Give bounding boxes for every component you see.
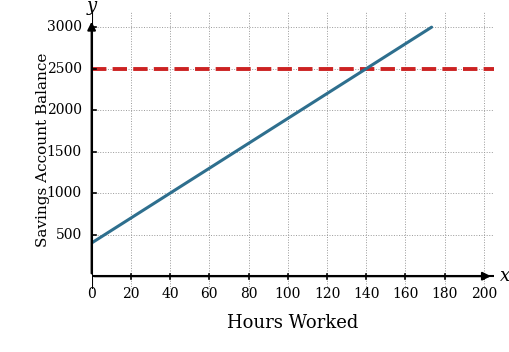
Text: 140: 140 [353,287,380,301]
Text: 1000: 1000 [47,186,82,200]
Y-axis label: Savings Account Balance: Savings Account Balance [36,52,50,247]
Text: 20: 20 [122,287,139,301]
X-axis label: Hours Worked: Hours Worked [227,314,358,332]
Text: 160: 160 [392,287,418,301]
Text: 80: 80 [240,287,257,301]
Text: 120: 120 [314,287,340,301]
Text: 180: 180 [432,287,458,301]
Text: y: y [87,0,97,15]
Text: 2000: 2000 [47,103,82,117]
Text: 100: 100 [274,287,301,301]
Text: 0: 0 [87,287,96,301]
Text: 500: 500 [55,228,82,242]
Text: 3000: 3000 [47,20,82,34]
Text: x: x [500,267,509,285]
Text: 200: 200 [471,287,497,301]
Text: 60: 60 [201,287,218,301]
Text: 40: 40 [161,287,179,301]
Text: 2500: 2500 [47,62,82,76]
Text: 1500: 1500 [47,145,82,159]
